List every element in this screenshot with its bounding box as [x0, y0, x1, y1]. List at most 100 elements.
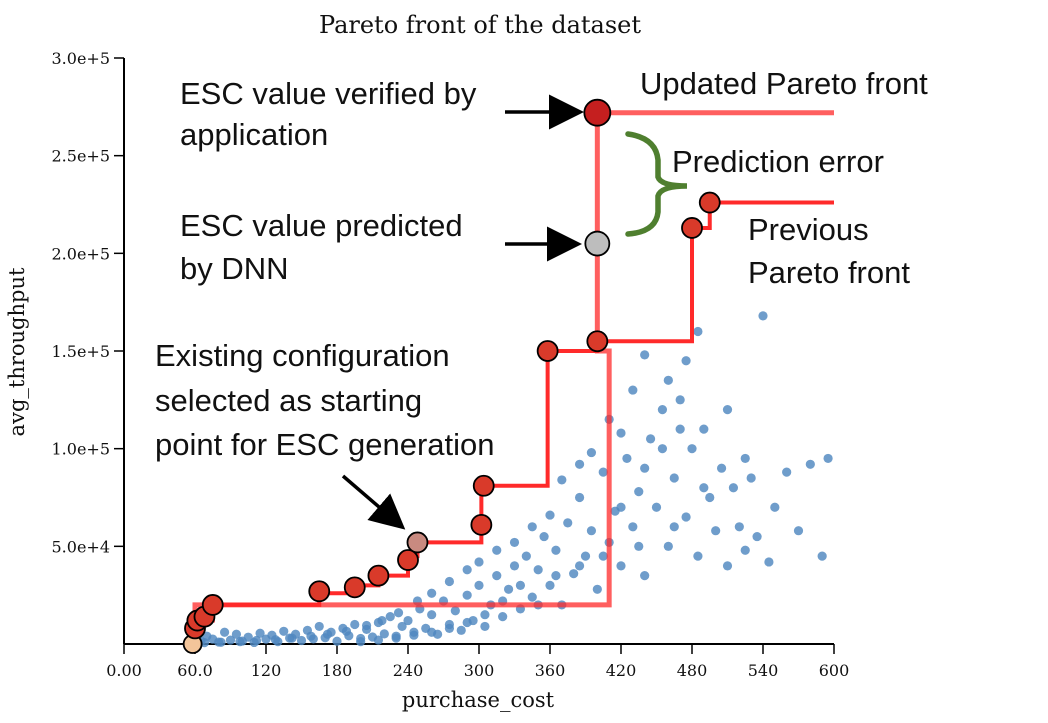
scatter-point [640, 571, 650, 581]
scatter-point [705, 492, 715, 503]
annotation-text-previous-pareto: Pareto front [748, 255, 910, 290]
scatter-point [322, 629, 333, 639]
pareto-point [308, 580, 331, 603]
previous-pareto-line [193, 200, 834, 644]
annotation-text-verified: ESC value verified by [180, 76, 477, 111]
annotation-text-starting-config: selected as starting [155, 383, 422, 418]
scatter-point [551, 545, 561, 555]
scatter-point [373, 635, 384, 645]
y-tick-label: 1.5e+5 [52, 342, 111, 361]
annotation-text-previous-pareto: Previous [748, 212, 869, 247]
annotation-text-starting-config: point for ESC generation [155, 427, 495, 462]
scatter-point [598, 551, 608, 561]
annotation-text-predicted: by DNN [180, 251, 289, 286]
scatter-point [456, 625, 466, 635]
scatter-point [492, 571, 502, 581]
scatter-point [563, 518, 573, 528]
scatter-point [693, 326, 703, 337]
scatter-point [663, 541, 673, 551]
scatter-point [403, 615, 413, 626]
scatter-point [782, 467, 792, 477]
scatter-point [427, 588, 437, 598]
scatter-point [492, 545, 502, 555]
scatter-point [498, 612, 508, 622]
scatter-point [622, 453, 632, 464]
chart-title: Pareto front of the dataset [319, 11, 641, 39]
scatter-point [616, 428, 626, 438]
starting-point [406, 531, 429, 554]
scatter-point [243, 632, 253, 642]
annotation-text-prediction-error: Prediction error [672, 144, 884, 179]
scatter-point [545, 580, 555, 591]
scatter-point [480, 621, 490, 632]
scatter-point [393, 608, 404, 618]
scatter-point [616, 502, 626, 512]
pareto-point [343, 576, 366, 599]
scatter-point [474, 557, 484, 567]
scatter-point [574, 561, 585, 571]
scatter-point [699, 424, 709, 434]
scatter-point [628, 385, 638, 395]
scatter-point [669, 473, 679, 483]
scatter-point [598, 467, 608, 477]
y-axis-label: avg_throughput [5, 267, 29, 436]
scatter-point [545, 510, 555, 520]
scatter-point [314, 621, 324, 632]
scatter-point [711, 526, 721, 536]
scatter-point [687, 444, 697, 454]
scatter-point [361, 620, 372, 631]
scatter-point [569, 569, 579, 579]
scatter-point [663, 375, 673, 385]
scatter-point [716, 463, 727, 473]
scatter-point [740, 545, 750, 555]
predicted-esc-point [584, 230, 611, 257]
scatter-point [444, 576, 455, 587]
annotation-text-verified: application [180, 117, 328, 152]
scatter-point [557, 475, 567, 485]
pareto-point [367, 564, 390, 587]
scatter-point [480, 610, 490, 620]
pareto-point [586, 330, 609, 353]
scatter-point [509, 537, 520, 548]
scatter-point [669, 522, 679, 532]
pareto-point [698, 191, 721, 214]
scatter-point [462, 565, 472, 575]
x-tick-label: 360 [535, 661, 566, 680]
scatter-point [681, 356, 691, 366]
x-tick-label: 180 [322, 661, 353, 680]
scatter-point [450, 606, 460, 616]
scatter-point [515, 580, 526, 591]
scatter-point [722, 405, 733, 415]
x-tick-label: 420 [606, 661, 637, 680]
pareto-point [470, 513, 493, 536]
scatter-point [592, 584, 602, 594]
scatter-point [539, 531, 549, 542]
x-tick-label: 0.00 [106, 661, 142, 680]
scatter-point [640, 463, 650, 473]
scatter-point [409, 630, 419, 640]
scatter-point [427, 627, 437, 637]
annotation-text-starting-config: Existing configuration [155, 338, 450, 373]
scatter-point [651, 502, 662, 512]
scatter-point [699, 483, 709, 493]
scatter-point [462, 590, 472, 600]
scatter-point [287, 633, 297, 643]
scatter-point [551, 571, 561, 581]
scatter-point [722, 561, 733, 571]
scatter-point [616, 561, 626, 571]
scatter-point [574, 459, 585, 469]
pareto-point [536, 340, 559, 362]
scatter-point [770, 502, 780, 512]
scatter-point [634, 541, 644, 551]
y-tick-label: 1.0e+5 [52, 440, 111, 459]
scatter-point [628, 522, 638, 532]
scatter-point [657, 444, 668, 454]
scatter-point [397, 621, 407, 632]
scatter-point [734, 522, 744, 532]
scatter-point [586, 447, 597, 458]
scatter-point [675, 395, 685, 405]
scatter-point [509, 561, 520, 571]
scatter-point [332, 636, 342, 646]
scatter-point [462, 617, 472, 628]
